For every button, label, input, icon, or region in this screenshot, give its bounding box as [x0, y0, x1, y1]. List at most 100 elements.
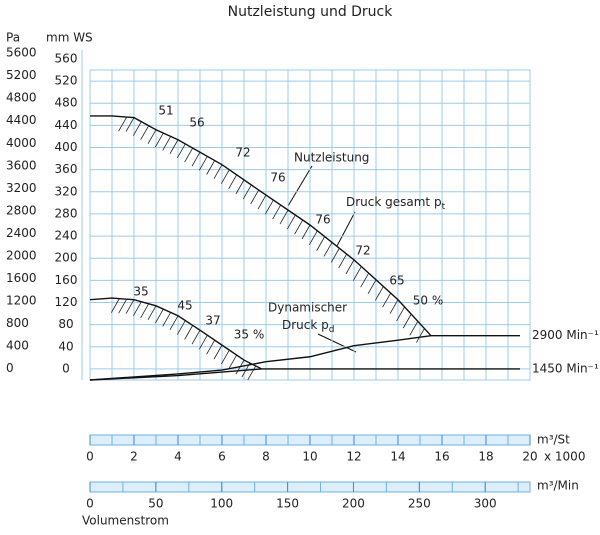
hatch-line: [228, 174, 238, 190]
hatch-line: [382, 292, 392, 308]
y2-tick-label: 2800: [6, 203, 37, 217]
series-name: Druck gesamt p: [346, 195, 442, 209]
curve: [89, 368, 262, 381]
y2-tick-label: 4400: [6, 113, 37, 127]
y-tick-label: 480: [55, 96, 78, 110]
leader: [317, 333, 357, 353]
hatch-line: [338, 253, 348, 269]
hatch-line: [132, 301, 142, 316]
hatching: [110, 116, 425, 381]
y-tick-label: 560: [55, 51, 78, 65]
y2-tick-label: 3600: [6, 158, 37, 172]
series-label: Dynamischer: [268, 301, 347, 315]
hatch-line: [176, 320, 186, 335]
speed-label: 1450 Min⁻¹: [532, 361, 599, 375]
hatch-line: [250, 189, 260, 205]
efficiency-label: 37: [205, 314, 220, 328]
hatch-line: [140, 303, 150, 318]
curve: [89, 297, 262, 370]
hatch-line: [316, 236, 326, 251]
hatch-line: [257, 194, 267, 210]
y-label: mm WS: [46, 31, 93, 45]
y2-tick-label: 4800: [6, 91, 37, 105]
x-factor: x 1000: [544, 450, 585, 464]
y2-tick-label: 5600: [6, 46, 37, 60]
hatch-line: [272, 204, 282, 220]
hatch-line: [191, 329, 201, 345]
hatch-line: [247, 365, 257, 381]
y2-tick-label: 3200: [6, 181, 37, 195]
efficiency-label: 76: [315, 213, 330, 227]
efficiency-label: 45: [177, 299, 192, 313]
y-tick-label: 360: [55, 162, 78, 176]
y2-tick-label: 2400: [6, 226, 37, 240]
y-tick-label: 200: [55, 251, 78, 265]
subscript: d: [329, 325, 335, 335]
x-label: Volumenstrom: [82, 514, 169, 528]
y2-tick-label: 400: [6, 339, 29, 353]
hatch-line: [118, 116, 128, 132]
y2-tick-label: 5200: [6, 68, 37, 82]
x-tick-label: 12: [346, 450, 361, 464]
x-tick-label: 8: [262, 450, 270, 464]
hatch-line: [220, 169, 230, 184]
x-tick-label: 4: [174, 450, 182, 464]
efficiency-label: 51: [158, 104, 173, 118]
hatch-line: [140, 125, 150, 140]
y-tick-label: 0: [62, 361, 70, 375]
x-tick-label: 50: [148, 497, 163, 511]
series-name: Druck p: [282, 318, 329, 332]
hatch-line: [125, 299, 135, 314]
y-tick-label: 280: [55, 206, 78, 220]
x-tick-label: 10: [302, 450, 317, 464]
leader: [336, 211, 356, 247]
hatch-line: [206, 339, 216, 355]
x-tick-label: 100: [210, 497, 233, 511]
x-tick-label: 300: [474, 497, 497, 511]
hatch-line: [125, 117, 135, 132]
efficiency-label: 72: [355, 244, 370, 258]
efficiency-label: 56: [189, 116, 204, 130]
hatch-line: [147, 129, 157, 144]
hatch-line: [402, 313, 412, 329]
efficiency-label: 72: [235, 146, 250, 160]
hatch-line: [301, 224, 311, 240]
curve: [90, 115, 432, 337]
hatch-line: [389, 299, 399, 314]
y-tick-label: 520: [55, 74, 78, 88]
hatch-line: [409, 321, 419, 336]
hatch-line: [228, 354, 238, 370]
hatch-line: [345, 259, 355, 275]
efficiency-label: 50 %: [413, 294, 444, 308]
efficiency-label: 76: [270, 171, 285, 185]
x-tick-label: 250: [408, 497, 431, 511]
hatch-line: [110, 298, 120, 313]
y2-label: Pa: [6, 31, 20, 45]
y-tick-label: 160: [55, 273, 78, 287]
hatch-line: [184, 147, 194, 163]
hatch-line: [154, 132, 164, 148]
y-tick-label: 440: [55, 118, 78, 132]
y2-tick-label: 2000: [6, 249, 37, 263]
hatch-line: [279, 209, 289, 225]
subscript: t: [442, 202, 446, 212]
y2-tick-label: 1200: [6, 294, 37, 308]
hatch-line: [162, 312, 172, 327]
chart-title: Nutzleistung und Druck: [228, 4, 394, 20]
hatch-line: [132, 121, 142, 136]
x-tick-label: 150: [276, 497, 299, 511]
hatch-line: [147, 305, 157, 321]
hatch-line: [308, 230, 318, 246]
hatch-line: [330, 248, 340, 263]
hatch-line: [198, 156, 208, 171]
series-label: Druck pd: [282, 318, 334, 335]
y-tick-label: 320: [55, 184, 78, 198]
x-tick-label: 14: [390, 450, 405, 464]
x-tick-label: 6: [218, 450, 226, 464]
x-tick-label: 200: [342, 497, 365, 511]
hatch-line: [213, 344, 223, 360]
efficiency-label: 35: [133, 285, 148, 299]
leader: [287, 165, 313, 207]
series-label: Druck gesamt pt: [346, 195, 446, 212]
